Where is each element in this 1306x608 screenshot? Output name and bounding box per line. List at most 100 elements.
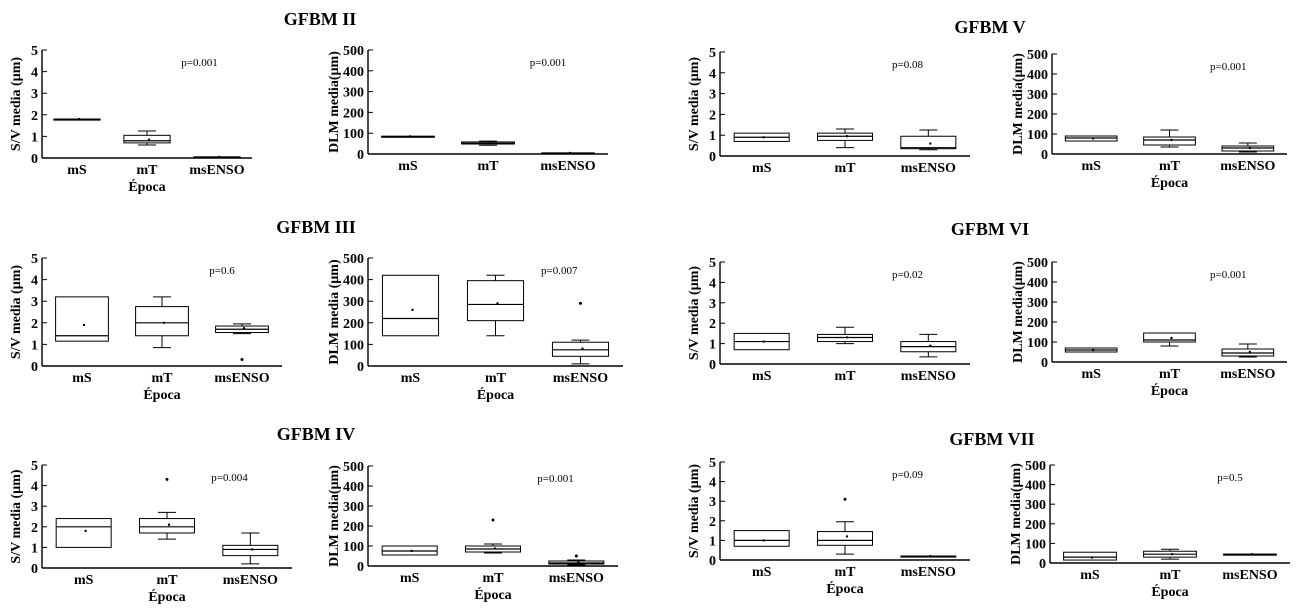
x-category-label: mS: [400, 571, 420, 586]
box-mean-point: [1170, 138, 1173, 142]
chart-panel: GFBM III 0 1 2 3 4 5 S/V media (µm) p=0.6 mS mT msE…: [9, 217, 356, 403]
box-mean-point: [242, 327, 246, 330]
box-mean-point: [577, 561, 580, 564]
y-tick-label: 100: [343, 540, 364, 555]
y-tick-label: 400: [343, 65, 364, 80]
x-category-label: mT: [157, 573, 179, 588]
x-axis-label: Época: [143, 386, 180, 403]
p-value-label: p=0.007: [541, 265, 578, 277]
y-tick-label: 300: [1027, 296, 1048, 311]
x-category-label: mS: [74, 573, 94, 588]
x-category-label: mT: [485, 371, 507, 386]
box-mean-point: [1248, 350, 1252, 354]
chart-panel: GFBM II 0 1 2 3 4 5 S/V media (µm) p=0.001 mS mT ms…: [9, 9, 356, 195]
box: [381, 274, 440, 337]
y-tick-label: 0: [1041, 148, 1048, 163]
y-tick-label: 3: [709, 297, 716, 312]
y-tick-label: 500: [343, 252, 364, 267]
x-category-label: msENSO: [189, 163, 244, 178]
y-tick-label: 4: [31, 274, 38, 289]
y-tick-label: 2: [709, 108, 716, 123]
box-mean-point: [1091, 137, 1095, 140]
y-tick-label: 1: [31, 338, 38, 353]
box-mean-point: [82, 323, 86, 327]
x-category-label: msENSO: [214, 371, 269, 386]
box-mean-point: [568, 151, 572, 155]
y-tick-label: 0: [709, 554, 716, 569]
y-axis-label: S/V media (µm): [687, 266, 702, 360]
box-mean-point: [84, 529, 87, 533]
x-category-label: mT: [1159, 367, 1181, 382]
y-tick-label: 400: [1027, 68, 1048, 83]
x-axis-label: Época: [826, 580, 863, 597]
y-tick-label: 500: [1025, 459, 1046, 474]
y-tick-label: 4: [709, 67, 716, 82]
y-tick-label: 200: [343, 317, 364, 332]
box-mean-point: [488, 141, 492, 145]
y-tick-label: 500: [343, 44, 364, 59]
y-tick-label: 100: [343, 127, 364, 142]
y-axis-label: DLM media(µm): [327, 465, 342, 567]
box-outlier: [843, 497, 847, 501]
box: [733, 530, 790, 547]
box-mean-point: [845, 535, 849, 538]
y-tick-label: 3: [31, 500, 38, 515]
y-tick-label: 200: [343, 520, 364, 535]
chart-group-title: GFBM II: [284, 9, 357, 29]
chart-panel: GFBM VI 0 1 2 3 4 5 S/V media (µm) p=0.02 mS mT msE…: [687, 219, 1029, 384]
box-mean-point: [762, 136, 765, 139]
x-category-label: mS: [398, 159, 418, 174]
box-mean-point: [929, 554, 932, 558]
x-category-label: mT: [1160, 568, 1182, 583]
x-category-label: mS: [752, 565, 772, 580]
y-tick-label: 2: [709, 317, 716, 332]
y-tick-label: 0: [1041, 356, 1048, 371]
p-value-label: p=0.6: [209, 265, 235, 277]
box-mean-point: [251, 548, 254, 551]
box-mean-point: [1250, 552, 1254, 556]
p-value-label: p=0.004: [211, 472, 248, 484]
x-axis-label: Época: [474, 586, 511, 603]
y-tick-label: 2: [31, 521, 38, 536]
box-outlier: [240, 358, 244, 362]
x-category-label: mT: [835, 161, 857, 176]
chart-group-title: GFBM V: [954, 17, 1025, 37]
box-mean-point: [845, 336, 849, 339]
y-tick-label: 3: [709, 88, 716, 103]
x-category-label: mS: [1080, 568, 1100, 583]
y-tick-label: 500: [1027, 48, 1048, 63]
box: [1143, 332, 1196, 343]
chart-panel: GFBM VII 0 1 2 3 4 5 S/V media (µm) p=0.09 mS mT ms…: [687, 429, 1035, 597]
y-axis-label: S/V media (µm): [687, 57, 702, 151]
box-mean-point: [1090, 556, 1094, 559]
box: [1143, 136, 1196, 146]
box-mean-point: [845, 135, 849, 138]
y-axis-label: DLM media(µm): [1011, 53, 1026, 155]
y-tick-label: 5: [31, 44, 38, 59]
x-category-label: mS: [72, 371, 92, 386]
y-tick-label: 4: [31, 480, 38, 495]
y-tick-label: 1: [709, 338, 716, 353]
x-axis-label: Época: [128, 178, 165, 195]
x-category-label: msENSO: [901, 369, 956, 384]
y-tick-label: 1: [31, 541, 38, 556]
box: [135, 306, 189, 337]
box: [55, 296, 109, 342]
box-mean-point: [77, 117, 81, 121]
y-tick-label: 400: [343, 480, 364, 495]
x-category-label: msENSO: [553, 371, 608, 386]
box: [55, 518, 112, 548]
x-category-label: mS: [752, 369, 772, 384]
y-tick-label: 300: [343, 86, 364, 101]
y-tick-label: 4: [709, 276, 716, 291]
box: [139, 518, 195, 534]
x-category-label: msENSO: [223, 573, 278, 588]
y-tick-label: 100: [1027, 336, 1048, 351]
p-value-label: p=0.09: [892, 469, 923, 481]
y-tick-label: 300: [1025, 498, 1046, 513]
x-category-label: mT: [478, 159, 500, 174]
y-tick-label: 3: [31, 295, 38, 310]
